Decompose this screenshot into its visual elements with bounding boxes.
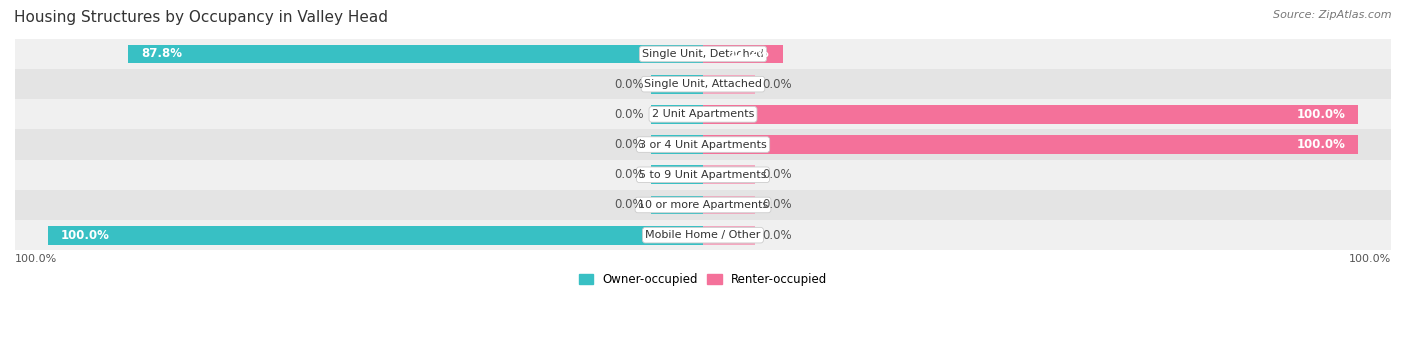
Text: 5 to 9 Unit Apartments: 5 to 9 Unit Apartments xyxy=(640,170,766,180)
Legend: Owner-occupied, Renter-occupied: Owner-occupied, Renter-occupied xyxy=(574,268,832,291)
Text: Housing Structures by Occupancy in Valley Head: Housing Structures by Occupancy in Valle… xyxy=(14,10,388,25)
Text: Single Unit, Attached: Single Unit, Attached xyxy=(644,79,762,89)
Bar xyxy=(128,45,703,63)
Text: 100.0%: 100.0% xyxy=(15,254,58,264)
Text: Mobile Home / Other: Mobile Home / Other xyxy=(645,230,761,240)
Text: 100.0%: 100.0% xyxy=(60,229,110,242)
Text: 0.0%: 0.0% xyxy=(762,78,792,91)
Text: 100.0%: 100.0% xyxy=(1296,138,1346,151)
Bar xyxy=(703,75,755,93)
Bar xyxy=(651,165,703,184)
Text: Source: ZipAtlas.com: Source: ZipAtlas.com xyxy=(1274,10,1392,20)
Text: 2 Unit Apartments: 2 Unit Apartments xyxy=(652,109,754,119)
Text: 3 or 4 Unit Apartments: 3 or 4 Unit Apartments xyxy=(640,139,766,150)
Bar xyxy=(15,190,1391,220)
Bar xyxy=(48,226,703,244)
Bar xyxy=(15,69,1391,99)
Bar xyxy=(703,165,755,184)
Text: 0.0%: 0.0% xyxy=(614,168,644,181)
Bar xyxy=(651,105,703,124)
Text: 0.0%: 0.0% xyxy=(762,168,792,181)
Text: 100.0%: 100.0% xyxy=(1348,254,1391,264)
Bar xyxy=(15,39,1391,69)
Bar xyxy=(15,99,1391,130)
Bar xyxy=(15,220,1391,250)
Bar xyxy=(651,75,703,93)
Bar xyxy=(703,105,1358,124)
Text: 0.0%: 0.0% xyxy=(614,78,644,91)
Text: 0.0%: 0.0% xyxy=(762,198,792,211)
Bar xyxy=(703,135,1358,154)
Bar xyxy=(15,160,1391,190)
Text: 12.2%: 12.2% xyxy=(730,47,770,60)
Text: 100.0%: 100.0% xyxy=(1296,108,1346,121)
Text: 0.0%: 0.0% xyxy=(762,229,792,242)
Text: 0.0%: 0.0% xyxy=(614,198,644,211)
Text: 10 or more Apartments: 10 or more Apartments xyxy=(638,200,768,210)
Text: 87.8%: 87.8% xyxy=(141,47,181,60)
Text: 0.0%: 0.0% xyxy=(614,108,644,121)
Bar xyxy=(703,45,783,63)
Text: Single Unit, Detached: Single Unit, Detached xyxy=(643,49,763,59)
Bar xyxy=(15,130,1391,160)
Text: 0.0%: 0.0% xyxy=(614,138,644,151)
Bar xyxy=(703,196,755,214)
Bar xyxy=(651,196,703,214)
Bar xyxy=(703,226,755,244)
Bar xyxy=(651,135,703,154)
